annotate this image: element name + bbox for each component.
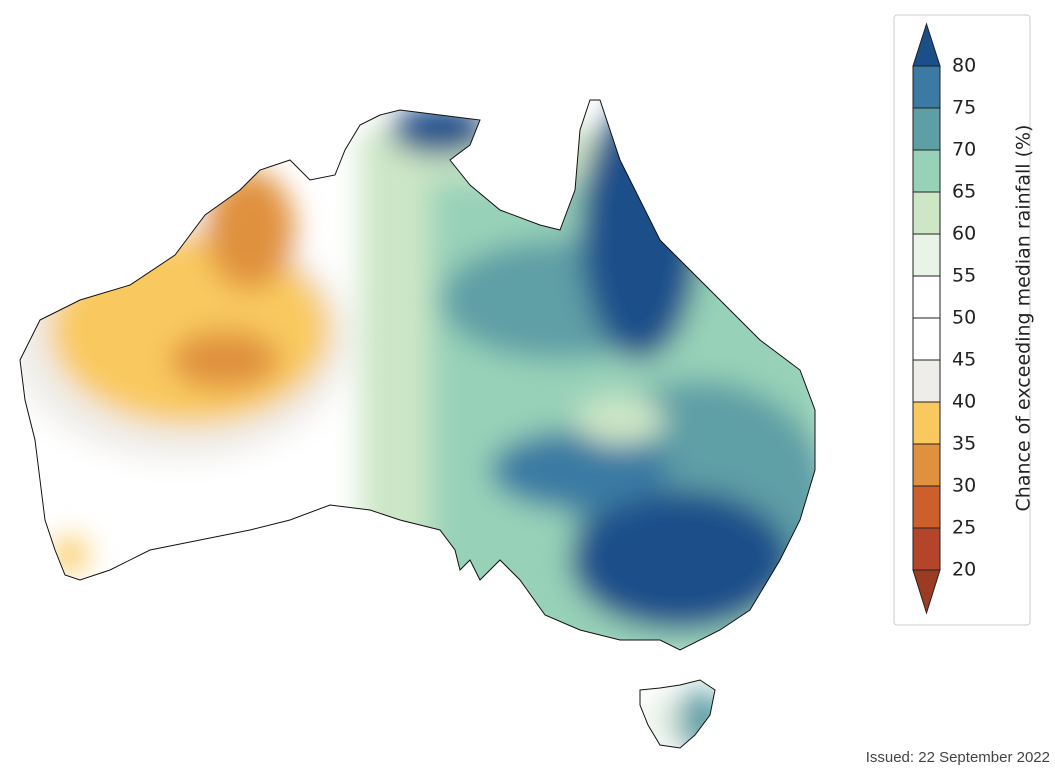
colorbar-label: Chance of exceeding median rainfall (%)	[1013, 125, 1035, 512]
colorbar-band	[913, 486, 940, 528]
colorbar-tick-label: 45	[952, 349, 976, 371]
colorbar-band	[913, 402, 940, 444]
colorbar-tick-label: 80	[952, 55, 976, 77]
coastline	[19, 99, 816, 749]
colorbar-tick-label: 75	[952, 97, 976, 119]
colorbar-band	[913, 234, 940, 276]
issued-date: Issued: 22 September 2022	[866, 749, 1050, 766]
colorbar-band	[913, 108, 940, 150]
colorbar-tick-label: 20	[952, 559, 976, 581]
colorbar-band	[913, 318, 940, 360]
colorbar-band	[913, 66, 940, 108]
colorbar-tick-label: 40	[952, 391, 976, 413]
colorbar-tick-label: 30	[952, 475, 976, 497]
colorbar: 20 25 30 35 40 45 50 55 60 65 70 75 80	[912, 22, 976, 615]
colorbar-band	[913, 528, 940, 570]
colorbar-tick-label: 50	[952, 307, 976, 329]
colorbar-tick-label: 70	[952, 139, 976, 161]
colorbar-tick-label: 60	[952, 223, 976, 245]
colorbar-band	[913, 444, 940, 486]
colorbar-band	[913, 360, 940, 402]
colorbar-tick-label: 35	[952, 433, 976, 455]
colorbar-tick-label: 55	[952, 265, 976, 287]
colorbar-band	[913, 276, 940, 318]
colorbar-tick-label: 65	[952, 181, 976, 203]
colorbar-band	[913, 150, 940, 192]
colorbar-band	[913, 192, 940, 234]
colorbar-tick-label: 25	[952, 517, 976, 539]
